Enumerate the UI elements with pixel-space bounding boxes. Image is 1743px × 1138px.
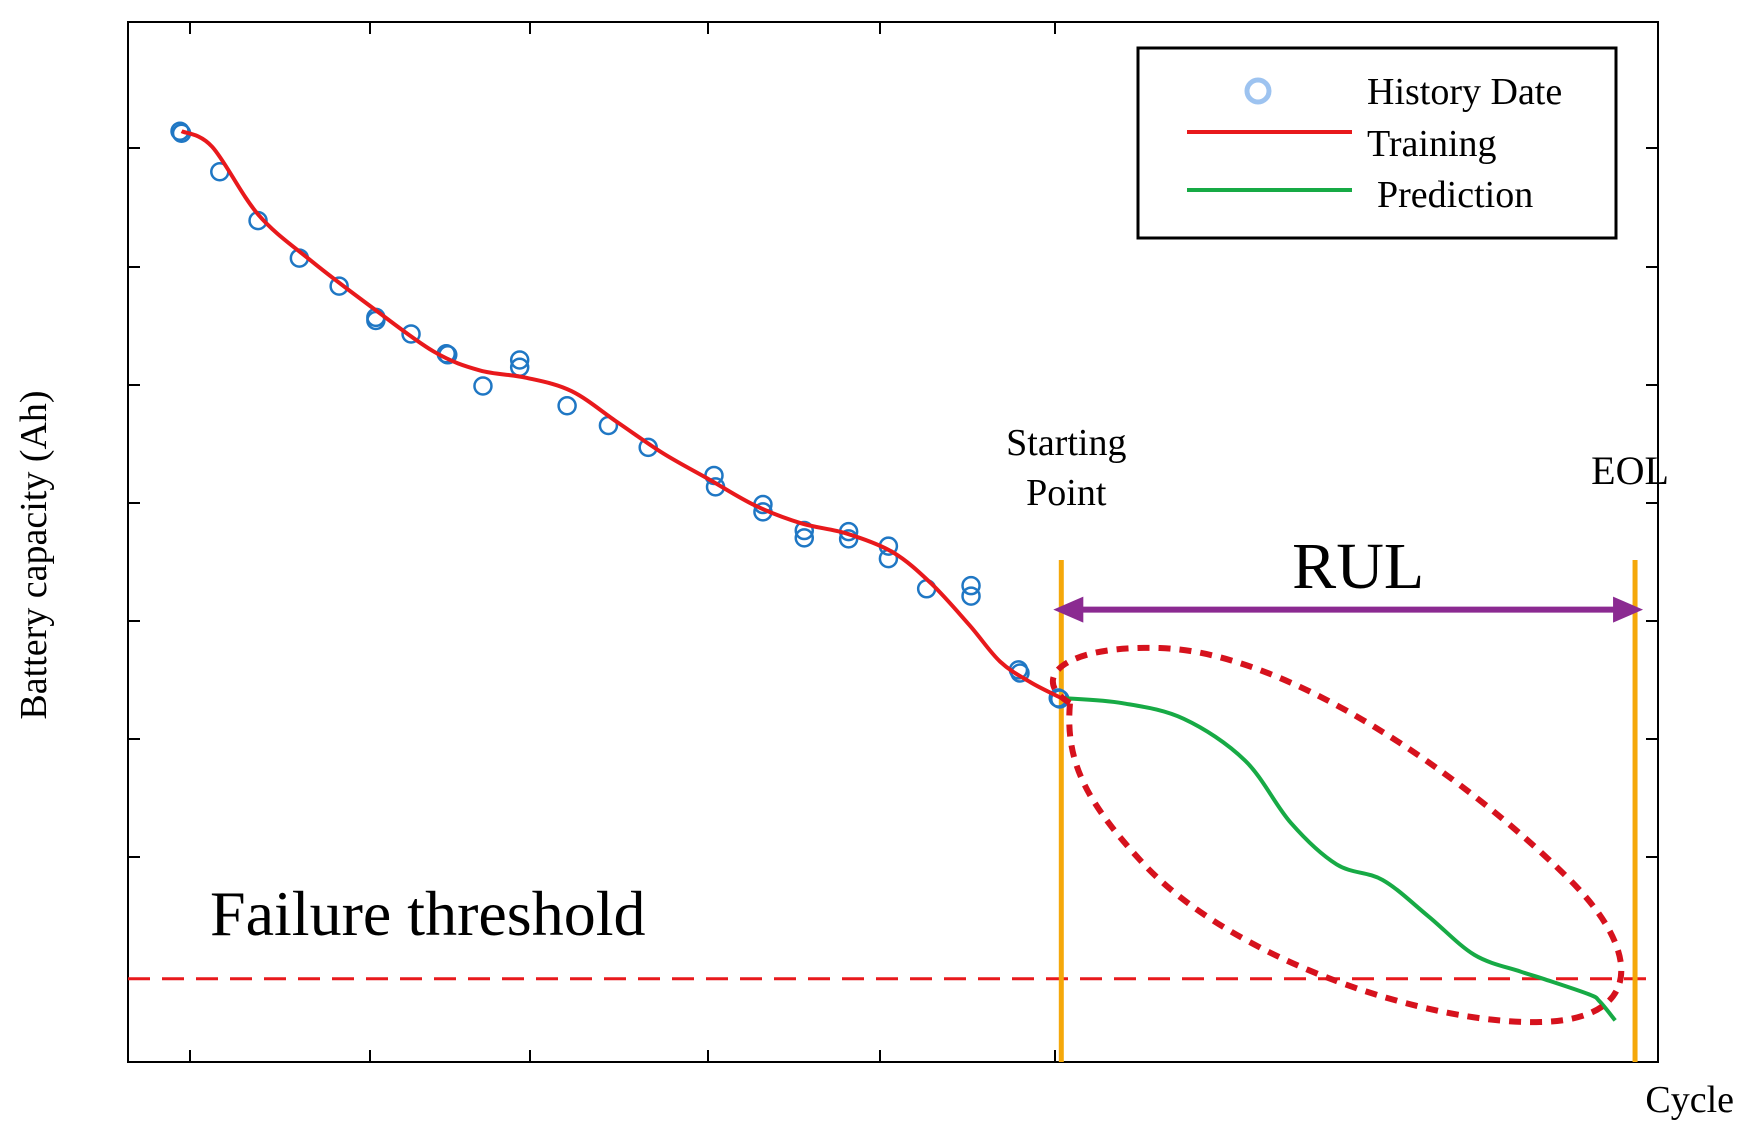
legend-box (1136, 46, 1618, 240)
x-axis-label: Cycle (1645, 1079, 1734, 1121)
history-date-point (961, 575, 981, 596)
failure-threshold-label: Failure threshold (210, 878, 645, 949)
y-axis-ticks (128, 147, 1658, 858)
history-date-points (170, 121, 1070, 709)
history-date-point (401, 324, 421, 344)
starting-point-label-line: Point (1026, 472, 1107, 514)
history-date-point (509, 350, 530, 370)
history-date-point (557, 396, 577, 416)
legend-label-prediction: Prediction (1377, 174, 1533, 216)
history-date-point (473, 376, 493, 396)
rul-arrow (1053, 596, 1644, 623)
history-date-point (961, 586, 981, 606)
prediction-line (1061, 696, 1617, 1022)
legend-marker-history-date (1244, 77, 1272, 105)
legend: History Date Training Prediction (1136, 46, 1618, 240)
legend-label-history-date: History Date (1367, 71, 1562, 113)
y-axis-label: Battery capacity (Ah) (13, 390, 55, 719)
starting-point-label-line: Starting (1006, 422, 1126, 464)
rul-label: RUL (1292, 530, 1424, 603)
starting-point-label: Starting Point (1006, 422, 1126, 514)
history-date-point (794, 528, 815, 548)
history-date-point (794, 520, 815, 541)
x-axis-ticks (189, 22, 1056, 1062)
legend-label-training: Training (1367, 123, 1497, 165)
uncertainty-ellipse (1049, 644, 1625, 1026)
eol-label: EOL (1591, 448, 1669, 493)
history-date-point (1010, 663, 1030, 683)
history-date-point (329, 276, 349, 296)
plot-frame (127, 21, 1659, 1063)
training-line (180, 129, 1063, 700)
